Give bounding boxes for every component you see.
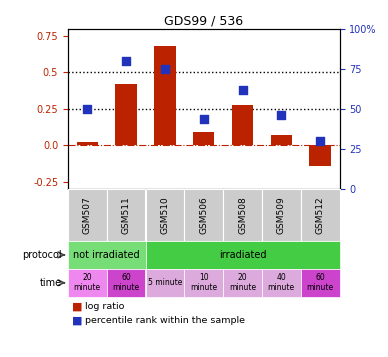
Bar (76, 142, 98, 145)
Bar (116, 84, 137, 145)
Text: 5 minute: 5 minute (148, 278, 182, 287)
Text: GSM512: GSM512 (315, 196, 325, 234)
Bar (232, 105, 253, 145)
Point (317, 138, 323, 144)
Text: GSM511: GSM511 (121, 196, 131, 234)
Point (84, 106, 90, 112)
Text: 40
minute: 40 minute (268, 273, 295, 292)
Text: not irradiated: not irradiated (73, 250, 140, 260)
Bar (193, 132, 215, 145)
Point (239, 87, 246, 92)
Text: GSM510: GSM510 (160, 196, 170, 234)
Text: GSM509: GSM509 (277, 196, 286, 234)
Text: GSM507: GSM507 (83, 196, 92, 234)
Text: 60
minute: 60 minute (113, 273, 140, 292)
Text: irradiated: irradiated (219, 250, 266, 260)
Point (201, 116, 207, 121)
Text: ■: ■ (72, 302, 82, 312)
Text: percentile rank within the sample: percentile rank within the sample (85, 316, 245, 326)
Text: log ratio: log ratio (85, 302, 125, 311)
Text: protocol: protocol (23, 250, 62, 260)
Bar (154, 46, 176, 145)
Text: ■: ■ (72, 316, 82, 326)
Bar (271, 135, 292, 145)
Text: 60
minute: 60 minute (307, 273, 334, 292)
Bar (310, 145, 331, 166)
Text: 20
minute: 20 minute (229, 273, 256, 292)
Point (123, 58, 129, 64)
Point (278, 112, 284, 118)
Text: 20
minute: 20 minute (74, 273, 101, 292)
Text: 10
minute: 10 minute (190, 273, 217, 292)
Text: GSM506: GSM506 (199, 196, 208, 234)
Text: GSM508: GSM508 (238, 196, 247, 234)
Title: GDS99 / 536: GDS99 / 536 (164, 14, 243, 27)
Text: time: time (40, 278, 62, 288)
Point (162, 66, 168, 71)
